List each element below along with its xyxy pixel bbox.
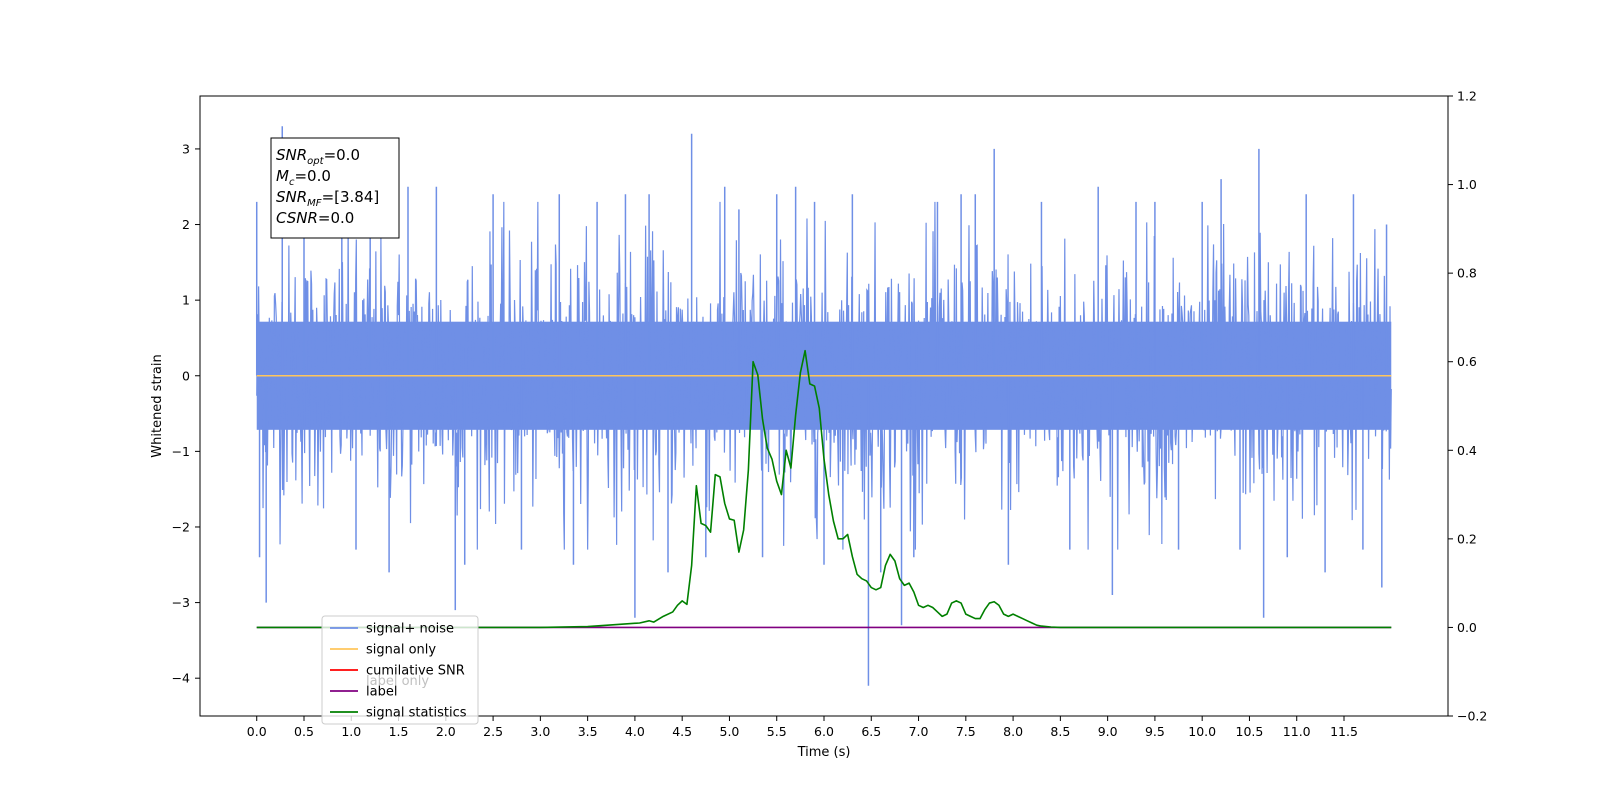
y-right-tick-label: 0.6 bbox=[1457, 354, 1477, 369]
x-tick-label: 5.5 bbox=[767, 724, 787, 739]
annotation-line: SNRMF=[3.84] bbox=[276, 188, 379, 209]
x-tick-label: 4.0 bbox=[625, 724, 645, 739]
y-tick-label: −3 bbox=[172, 595, 190, 610]
x-tick-label: 1.5 bbox=[389, 724, 409, 739]
legend-label: signal statistics bbox=[366, 706, 467, 721]
legend: label only signal+ noise signal only cumila… bbox=[321, 615, 479, 725]
legend-frame bbox=[321, 615, 479, 725]
annotation-value: =0.0 bbox=[324, 146, 360, 164]
y-right-tick-label: 0.2 bbox=[1457, 531, 1477, 546]
annotation-value: =0.0 bbox=[318, 209, 354, 227]
x-tick-label: 0.5 bbox=[294, 724, 314, 739]
y-axis-label: Whitened strain bbox=[150, 354, 165, 457]
series-signal-statistics bbox=[256, 349, 1392, 629]
annotation-symbol: M bbox=[276, 167, 289, 185]
annotation-subscript: MF bbox=[307, 198, 322, 209]
annotation-symbol: SNR bbox=[276, 146, 307, 164]
annotation-line: Mc=0.0 bbox=[276, 167, 331, 188]
x-tick-label: 10.5 bbox=[1236, 724, 1264, 739]
y-axis-right: 1.2 1.0 0.8 0.6 0.4 0.2 0.0 −0.2 bbox=[1448, 89, 1487, 724]
y-tick-label: 2 bbox=[182, 217, 190, 232]
x-axis-label: Time (s) bbox=[797, 745, 851, 760]
y-tick-label: −1 bbox=[172, 444, 190, 459]
y-right-tick-label: 1.2 bbox=[1457, 89, 1477, 104]
y-right-tick-label: 0.4 bbox=[1457, 443, 1477, 458]
x-tick-label: 6.5 bbox=[861, 724, 881, 739]
annotation-line: CSNR=0.0 bbox=[276, 209, 354, 227]
x-tick-label: 8.5 bbox=[1050, 724, 1070, 739]
series-signal-noise bbox=[255, 126, 1392, 686]
x-tick-label: 8.0 bbox=[1003, 724, 1023, 739]
legend-ghost-text: label only bbox=[366, 674, 429, 689]
x-tick-label: 1.0 bbox=[341, 724, 361, 739]
x-tick-label: 0.0 bbox=[247, 724, 267, 739]
y-tick-label: 1 bbox=[182, 293, 190, 308]
annotation-value: =0.0 bbox=[294, 167, 330, 185]
annotation-subscript: c bbox=[289, 177, 295, 188]
x-axis: 0.0 0.5 1.0 1.5 2.0 2.5 3.0 3.5 4.0 4.5 5.0 5.5 6.0 6… bbox=[247, 716, 1358, 739]
y-right-tick-label: 0.8 bbox=[1457, 266, 1477, 281]
x-tick-label: 6.0 bbox=[814, 724, 834, 739]
y-right-tick-label: 1.0 bbox=[1457, 177, 1477, 192]
x-tick-label: 9.0 bbox=[1098, 724, 1118, 739]
annotation-subscript: opt bbox=[307, 156, 324, 167]
annotation-line: SNRopt=0.0 bbox=[276, 146, 360, 167]
x-tick-label: 11.5 bbox=[1330, 724, 1358, 739]
series-layer bbox=[255, 126, 1392, 686]
legend-label: signal only bbox=[366, 643, 436, 658]
annotation-value: =[3.84] bbox=[322, 188, 380, 206]
x-tick-label: 7.5 bbox=[956, 724, 976, 739]
y-tick-label: 0 bbox=[182, 368, 190, 383]
legend-label: cumilative SNR bbox=[366, 664, 465, 679]
y-tick-label: −4 bbox=[172, 671, 190, 686]
x-tick-label: 2.0 bbox=[436, 724, 456, 739]
x-tick-label: 3.5 bbox=[578, 724, 598, 739]
x-tick-label: 7.0 bbox=[909, 724, 929, 739]
annotation-symbol: CSNR bbox=[276, 209, 318, 227]
y-axis-left: 3 2 1 0 −1 −2 −3 −4 bbox=[172, 141, 200, 686]
y-tick-label: −2 bbox=[172, 519, 190, 534]
x-tick-label: 9.5 bbox=[1145, 724, 1165, 739]
y-tick-label: 3 bbox=[182, 141, 190, 156]
x-tick-label: 3.0 bbox=[530, 724, 550, 739]
x-tick-label: 10.0 bbox=[1188, 724, 1216, 739]
legend-label: signal+ noise bbox=[366, 622, 454, 637]
y-right-tick-label: 0.0 bbox=[1457, 620, 1477, 635]
annotation-frame bbox=[270, 137, 400, 239]
legend-label: label bbox=[366, 685, 397, 700]
x-tick-label: 4.5 bbox=[672, 724, 692, 739]
annotation-symbol: SNR bbox=[276, 188, 307, 206]
x-tick-label: 5.0 bbox=[720, 724, 740, 739]
x-tick-label: 2.5 bbox=[483, 724, 503, 739]
y-right-tick-label: −0.2 bbox=[1457, 709, 1487, 724]
x-tick-label: 11.0 bbox=[1283, 724, 1311, 739]
